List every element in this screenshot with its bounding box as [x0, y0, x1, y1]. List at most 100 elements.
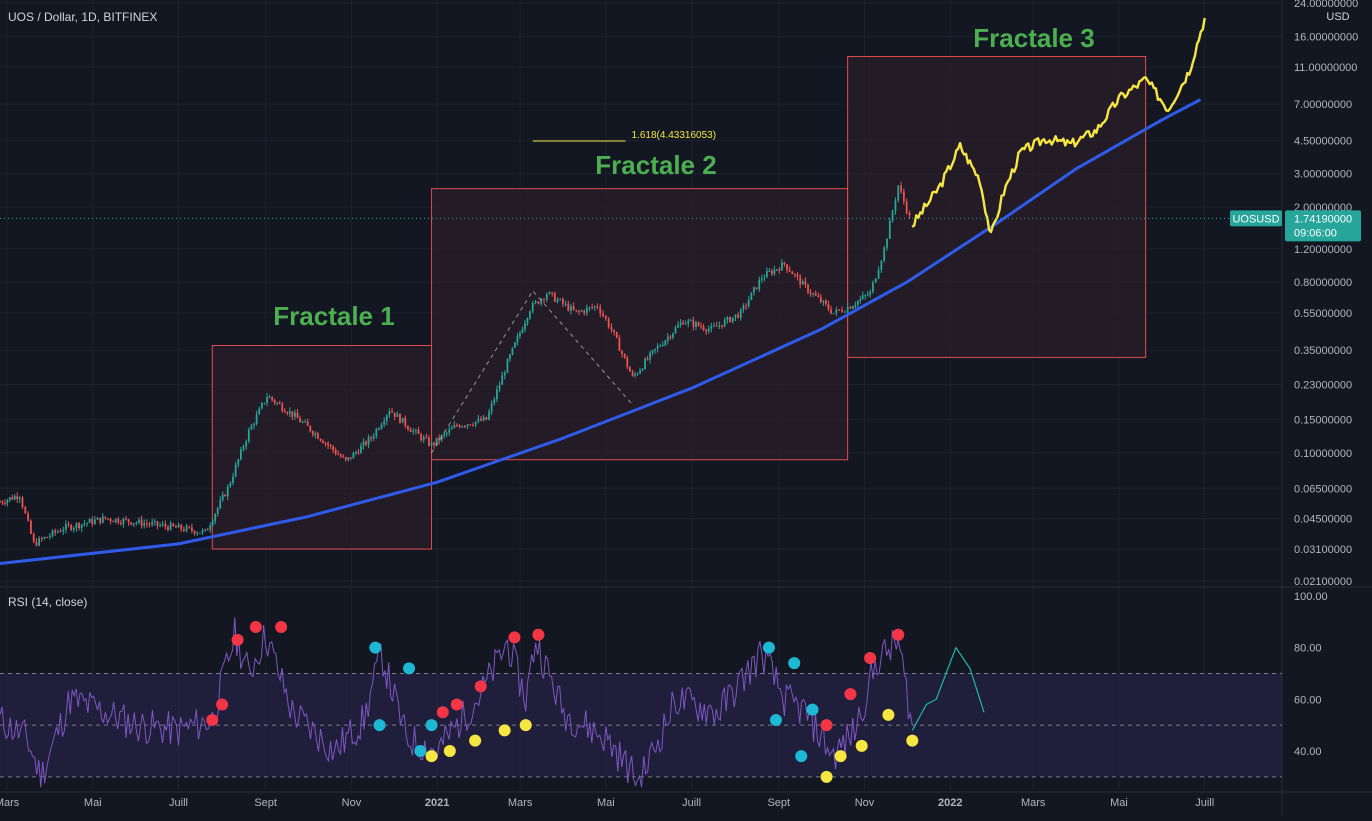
- candle-body: [580, 310, 583, 312]
- candle-body: [48, 535, 51, 538]
- candle-body: [856, 300, 859, 305]
- candle-body: [872, 282, 874, 292]
- candle-body: [172, 523, 175, 527]
- candle-body: [221, 494, 224, 501]
- candle-body: [286, 412, 289, 414]
- candle-body: [877, 269, 880, 279]
- candle-body: [342, 456, 345, 458]
- candle-body: [498, 384, 501, 390]
- candle-body: [562, 299, 564, 304]
- candle-body: [745, 305, 747, 307]
- candle-body: [641, 368, 644, 371]
- price-tick-label: 16.00000000: [1294, 31, 1358, 43]
- fractal-box: [211, 344, 433, 550]
- fractal-boxes-layer: [211, 56, 1147, 550]
- candle-body: [807, 284, 809, 293]
- candle-body: [283, 410, 286, 413]
- candle-body: [169, 523, 172, 530]
- annotations-layer: Fractale 1 Fractale 2 Fractale 3 1.618(4.43…: [0, 23, 1282, 454]
- candle-body: [672, 333, 674, 338]
- candle-body: [119, 522, 122, 524]
- candle-body: [216, 507, 219, 514]
- candle-body: [511, 347, 514, 355]
- candle-body: [715, 325, 718, 327]
- candle-body: [211, 521, 214, 526]
- candle-body: [214, 513, 217, 522]
- candle-body: [786, 264, 788, 270]
- candle-body: [370, 437, 373, 439]
- rsi-marker-yellow: [906, 734, 919, 747]
- price-tag-bg: [1285, 210, 1361, 242]
- candle-body: [385, 415, 388, 422]
- candle-body: [67, 524, 70, 526]
- candle-body: [250, 425, 253, 430]
- candle-body: [86, 522, 88, 524]
- rsi-marker-cyan: [788, 657, 801, 670]
- candle-body: [18, 497, 21, 500]
- candle-body: [329, 445, 332, 447]
- candle-body: [804, 280, 807, 285]
- candle-body: [311, 431, 314, 435]
- price-tick-label: 24.00000000: [1294, 0, 1358, 10]
- rsi-tick-label: 100.00: [1294, 591, 1328, 603]
- price-tag-value: 1.74190000: [1294, 213, 1352, 225]
- candle-body: [503, 372, 506, 376]
- candle-body: [493, 399, 496, 404]
- candle-body: [258, 408, 261, 415]
- candle-body: [6, 499, 9, 504]
- candle-body: [869, 291, 872, 295]
- candle-body: [812, 293, 815, 295]
- candle-body: [659, 345, 662, 347]
- time-tick-label: Sept: [767, 797, 790, 809]
- rsi-marker-red: [864, 652, 877, 664]
- candle-body: [874, 278, 877, 283]
- candle-body: [521, 329, 524, 333]
- candle-body: [900, 185, 902, 192]
- rsi-marker-cyan: [806, 703, 819, 716]
- candle-body: [422, 437, 425, 440]
- symbol-title: UOS / Dollar, 1D, BITFINEX: [8, 10, 157, 24]
- candle-body: [438, 437, 441, 441]
- candle-body: [817, 295, 820, 298]
- candle-body: [117, 518, 120, 523]
- candle-body: [72, 527, 75, 530]
- candle-body: [242, 446, 245, 450]
- rsi-marker-red: [450, 698, 463, 711]
- rsi-marker-red: [206, 714, 219, 726]
- price-tick-label: 0.35000000: [1294, 345, 1352, 357]
- rsi-marker-yellow: [469, 734, 482, 747]
- candle-body: [38, 538, 41, 546]
- candle-body: [765, 271, 768, 278]
- candle-body: [700, 325, 702, 327]
- candle-body: [206, 529, 209, 531]
- candle-body: [718, 325, 721, 327]
- candle-body: [739, 309, 742, 318]
- candle-body: [75, 523, 78, 528]
- candle-body: [649, 352, 651, 360]
- regression-curve: [0, 98, 1202, 565]
- candle-body: [190, 527, 193, 531]
- fractal-box: [431, 188, 849, 461]
- time-tick-label: Juill: [169, 797, 188, 809]
- candle-body: [380, 424, 383, 429]
- candle-body: [226, 486, 229, 497]
- candle-body: [702, 326, 705, 330]
- candle-body: [534, 301, 537, 304]
- currency-label[interactable]: USD: [1326, 11, 1349, 23]
- candle-body: [721, 325, 723, 327]
- candle-body: [636, 373, 639, 375]
- candle-body: [64, 524, 67, 530]
- candle-body: [161, 524, 164, 526]
- candle-body: [198, 532, 201, 534]
- candle-body: [545, 294, 548, 300]
- candle-body: [104, 516, 107, 519]
- candle-body: [705, 329, 708, 332]
- candle-body: [357, 452, 360, 454]
- candle-body: [164, 524, 167, 527]
- rsi-marker-red: [436, 706, 449, 719]
- candle-body: [572, 306, 575, 310]
- candle-body: [435, 437, 438, 445]
- candle-body: [339, 454, 342, 457]
- rsi-marker-yellow: [834, 750, 847, 763]
- fractal-label: Fractale 1: [273, 301, 394, 331]
